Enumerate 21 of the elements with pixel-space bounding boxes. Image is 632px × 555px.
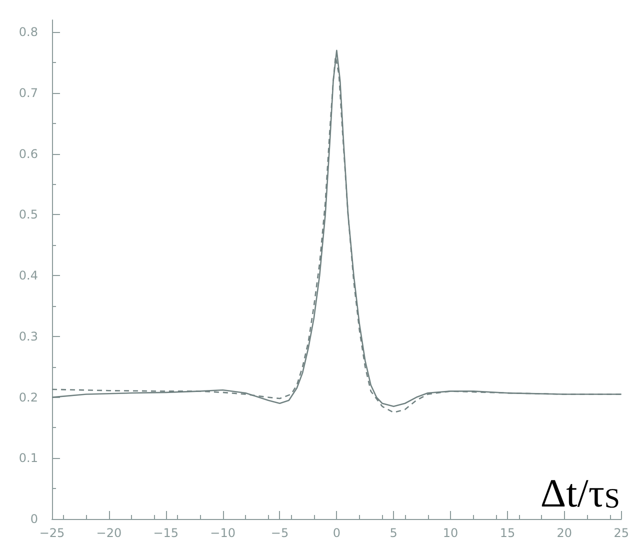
y-tick-label: 0.5	[18, 208, 38, 222]
x-tick-label: 15	[500, 526, 516, 540]
x-tick-label: −5	[270, 526, 289, 540]
y-tick-label: 0.3	[18, 329, 38, 344]
y-tick-label: 0.8	[18, 25, 38, 40]
x-tick-label: −10	[210, 526, 236, 540]
x-tick-label: 5	[390, 526, 398, 540]
x-tick-label: 0	[332, 526, 341, 540]
y-tick-label: 0.4	[18, 268, 38, 283]
y-tick-label: 0	[30, 512, 38, 526]
y-tick-label: 0.7	[18, 86, 38, 100]
y-tick-label: 0.6	[18, 146, 38, 161]
x-tick-label: −20	[96, 526, 122, 540]
x-tick-label: 25	[614, 526, 630, 540]
y-tick-label: 0.2	[18, 390, 38, 404]
x-tick-label: 10	[442, 526, 458, 540]
y-tick-label: 0.1	[18, 451, 38, 466]
x-axis-title: Δt/τS	[540, 470, 620, 516]
x-tick-label: −15	[153, 526, 179, 540]
x-tick-label: 20	[556, 526, 572, 540]
x-tick-label: −25	[39, 526, 65, 540]
